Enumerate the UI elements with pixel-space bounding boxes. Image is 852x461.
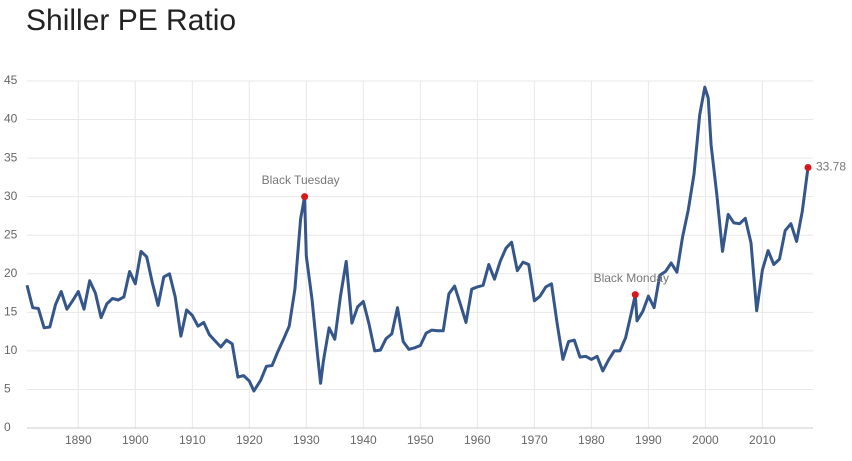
y-tick-label: 15 [4,305,18,319]
chart-title: Shiller PE Ratio [26,4,236,37]
y-tick-label: 0 [4,420,11,434]
annotation-label: Black Tuesday [262,173,340,187]
x-tick-label: 1890 [65,433,92,447]
x-tick-label: 1920 [236,433,263,447]
y-tick-label: 45 [4,73,18,87]
y-tick-label: 40 [4,112,18,126]
annotation-point [631,291,639,299]
x-tick-label: 1980 [578,433,605,447]
x-tick-label: 1970 [521,433,548,447]
line-series [25,85,810,393]
last-point [804,164,812,172]
x-tick-label: 1990 [635,433,662,447]
y-tick-label: 5 [4,382,11,396]
x-tick-label: 1960 [464,433,491,447]
y-tick-label: 30 [4,189,18,203]
annotation-label: Black Monday [594,271,669,285]
x-tick-label: 1900 [122,433,149,447]
annotation-point [301,193,309,201]
y-tick-label: 20 [4,266,18,280]
x-tick-label: 1950 [407,433,434,447]
y-tick-label: 25 [4,227,18,241]
x-tick-label: 1930 [293,433,320,447]
last-value-label: 33.78 [816,160,846,174]
y-tick-label: 35 [4,150,18,164]
y-tick-label: 10 [4,343,18,357]
x-tick-label: 2010 [749,433,776,447]
x-tick-label: 2000 [692,433,719,447]
x-tick-label: 1910 [179,433,206,447]
x-tick-label: 1940 [350,433,377,447]
